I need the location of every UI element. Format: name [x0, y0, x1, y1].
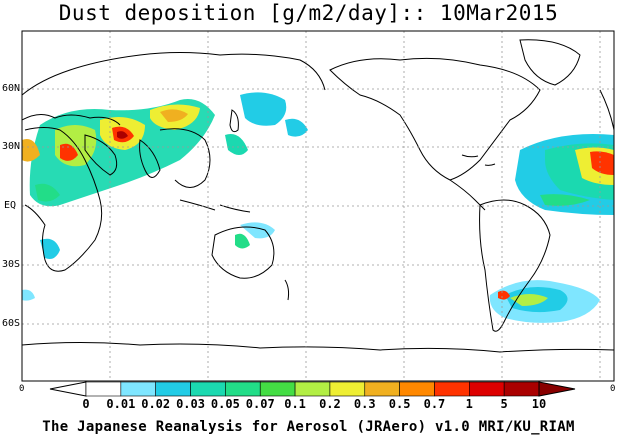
colorbar-tick-label: 0.1 [284, 397, 306, 411]
lat-label-30n: 30N [2, 141, 21, 152]
colorbar-tick-label: 0.01 [106, 397, 136, 411]
colorbar-cells [49, 381, 576, 397]
colorbar-cell [225, 381, 261, 397]
lat-label-60s: 60S [2, 318, 21, 329]
colorbar-cell [469, 381, 505, 397]
colorbar-tick-label: 5 [500, 397, 508, 411]
colorbar-tick-label: 0.07 [245, 397, 275, 411]
coastlines [22, 39, 614, 353]
colorbar-tick-label: 0.3 [353, 397, 376, 411]
map-bottom-left-label: 0 [19, 384, 25, 394]
map-frame [21, 30, 615, 382]
colorbar-cell [294, 381, 331, 397]
colorbar-tick-label: 10 [531, 397, 547, 411]
colorbar-tick-label: 0.05 [210, 397, 240, 411]
colorbar-cell [85, 381, 122, 397]
colorbar-tick-label: 0.7 [423, 397, 446, 411]
colorbar-tick-label: 0.03 [176, 397, 205, 411]
colorbar-cell [503, 381, 540, 397]
colorbar-tick-label: 0.5 [388, 397, 411, 411]
map-title: Dust deposition [g/m2/day]:: 10Mar2015 [58, 1, 559, 25]
colorbar-cell [120, 381, 156, 397]
colorbar-cell [434, 381, 470, 397]
colorbar-cell [259, 381, 296, 397]
colorbar-cell-max [538, 381, 576, 397]
lat-label-30s: 30S [2, 259, 21, 270]
colorbar-cell [364, 381, 400, 397]
colorbar-cell-min [49, 381, 87, 397]
colorbar-tick-label: 0.02 [141, 397, 171, 411]
colorbar-cell [329, 381, 366, 397]
colorbar-cell [190, 381, 226, 397]
colorbar-cell [399, 381, 435, 397]
colorbar-tick-label: 0.2 [319, 397, 341, 411]
lat-label-60n: 60N [2, 83, 21, 94]
colorbar-tick-label: 1 [465, 397, 473, 411]
map-bottom-right-label: 0 [610, 384, 616, 394]
colorbar-tick-label: 0 [82, 397, 90, 411]
lat-label-eq: EQ [4, 200, 17, 211]
footer-credit: The Japanese Reanalysis for Aerosol (JRA… [42, 419, 575, 435]
dust-shading-layer [22, 92, 614, 323]
graticule [22, 31, 614, 381]
colorbar-cell [155, 381, 191, 397]
